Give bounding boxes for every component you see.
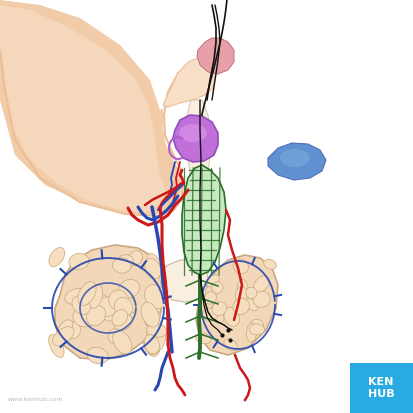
Ellipse shape bbox=[100, 301, 120, 321]
Polygon shape bbox=[160, 260, 208, 302]
Ellipse shape bbox=[88, 284, 103, 309]
Ellipse shape bbox=[147, 323, 167, 337]
Ellipse shape bbox=[114, 313, 133, 330]
Ellipse shape bbox=[211, 302, 225, 317]
Polygon shape bbox=[268, 143, 326, 180]
Ellipse shape bbox=[211, 282, 223, 293]
Ellipse shape bbox=[250, 319, 264, 332]
Ellipse shape bbox=[86, 305, 106, 326]
Ellipse shape bbox=[113, 330, 132, 354]
Ellipse shape bbox=[69, 253, 89, 270]
Ellipse shape bbox=[203, 309, 218, 321]
Ellipse shape bbox=[253, 276, 270, 293]
Ellipse shape bbox=[264, 259, 276, 269]
FancyBboxPatch shape bbox=[350, 363, 413, 413]
Ellipse shape bbox=[145, 259, 161, 279]
Ellipse shape bbox=[49, 247, 65, 266]
Ellipse shape bbox=[147, 321, 163, 344]
Ellipse shape bbox=[224, 307, 240, 326]
Ellipse shape bbox=[114, 297, 133, 317]
Ellipse shape bbox=[235, 287, 247, 303]
Ellipse shape bbox=[64, 288, 87, 304]
Ellipse shape bbox=[112, 258, 131, 273]
Ellipse shape bbox=[147, 319, 162, 334]
Ellipse shape bbox=[147, 254, 162, 273]
Ellipse shape bbox=[233, 259, 248, 274]
Ellipse shape bbox=[247, 323, 257, 342]
Ellipse shape bbox=[64, 321, 81, 339]
Polygon shape bbox=[0, 5, 165, 212]
Ellipse shape bbox=[128, 251, 142, 266]
Ellipse shape bbox=[72, 296, 90, 314]
Ellipse shape bbox=[144, 336, 159, 356]
Ellipse shape bbox=[242, 298, 258, 311]
Polygon shape bbox=[55, 245, 165, 360]
Ellipse shape bbox=[233, 298, 249, 315]
Polygon shape bbox=[0, 0, 216, 215]
Ellipse shape bbox=[280, 149, 310, 167]
Ellipse shape bbox=[212, 302, 227, 316]
Ellipse shape bbox=[116, 293, 135, 313]
Ellipse shape bbox=[249, 324, 265, 335]
Ellipse shape bbox=[207, 275, 219, 287]
Ellipse shape bbox=[237, 280, 248, 297]
Text: KEN
HUB: KEN HUB bbox=[368, 377, 394, 399]
Ellipse shape bbox=[57, 320, 73, 339]
Ellipse shape bbox=[253, 292, 270, 307]
Polygon shape bbox=[196, 255, 278, 355]
Ellipse shape bbox=[246, 287, 257, 299]
Polygon shape bbox=[182, 165, 226, 275]
Text: www.kenhub.com: www.kenhub.com bbox=[8, 397, 64, 402]
Polygon shape bbox=[163, 58, 216, 107]
Ellipse shape bbox=[87, 347, 108, 364]
Ellipse shape bbox=[97, 297, 118, 316]
Ellipse shape bbox=[116, 255, 133, 271]
Ellipse shape bbox=[196, 333, 211, 344]
Ellipse shape bbox=[148, 332, 166, 354]
Ellipse shape bbox=[49, 335, 64, 358]
Ellipse shape bbox=[78, 282, 96, 306]
Ellipse shape bbox=[91, 294, 109, 311]
Ellipse shape bbox=[145, 285, 167, 309]
Polygon shape bbox=[197, 38, 234, 74]
Ellipse shape bbox=[112, 310, 128, 326]
Ellipse shape bbox=[179, 124, 207, 142]
Ellipse shape bbox=[204, 292, 216, 304]
Polygon shape bbox=[173, 115, 218, 162]
Ellipse shape bbox=[213, 311, 224, 323]
Ellipse shape bbox=[119, 280, 140, 298]
Ellipse shape bbox=[224, 339, 237, 351]
Ellipse shape bbox=[52, 327, 74, 346]
Ellipse shape bbox=[108, 329, 123, 344]
Ellipse shape bbox=[73, 306, 98, 327]
Ellipse shape bbox=[144, 309, 160, 326]
Ellipse shape bbox=[144, 335, 159, 354]
Polygon shape bbox=[187, 100, 210, 270]
Ellipse shape bbox=[141, 302, 159, 327]
Ellipse shape bbox=[109, 290, 129, 311]
